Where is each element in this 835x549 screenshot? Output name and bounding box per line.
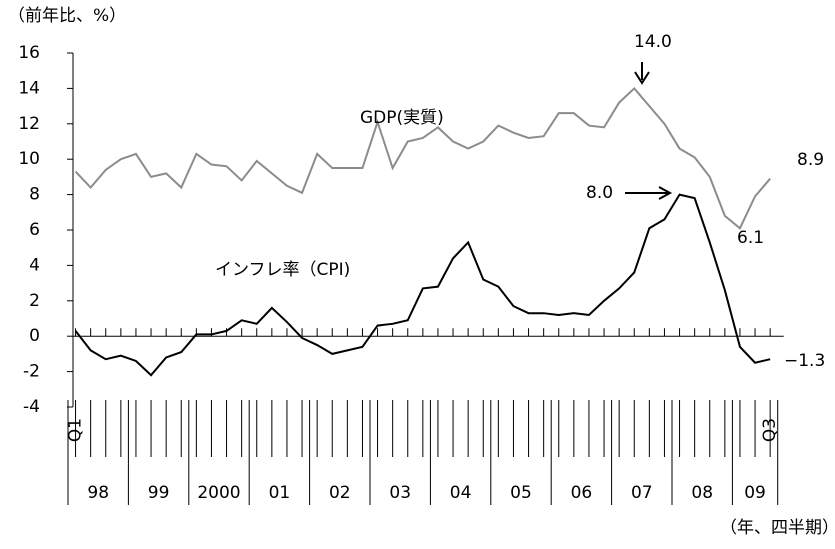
y-axis-label: （前年比、%）: [8, 6, 126, 26]
series-label: GDP(実質): [360, 108, 444, 128]
arrow-head: [634, 71, 650, 85]
annotation: 6.1: [737, 228, 764, 248]
series-line: [74, 86, 771, 230]
annotation: 8.9: [797, 150, 824, 170]
x-tick-label: Q3: [760, 418, 780, 442]
y-tick-label: -2: [23, 362, 40, 382]
arrow-head: [658, 186, 673, 200]
y-tick-label: 16: [18, 43, 40, 63]
series-line: [74, 193, 771, 377]
y-tick-label: 8: [29, 185, 40, 205]
annotation: 14.0: [634, 32, 672, 52]
year-label: 01: [269, 483, 291, 503]
year-label: 09: [744, 483, 766, 503]
year-label: 2000: [197, 483, 240, 503]
x-tick-label: Q1: [66, 418, 86, 442]
year-label: 08: [691, 483, 713, 503]
y-tick-label: 6: [29, 220, 40, 240]
annotation: −1.3: [784, 351, 825, 371]
year-label: 98: [87, 483, 109, 503]
year-label: 07: [631, 483, 653, 503]
y-tick-label: 14: [18, 78, 40, 98]
year-label: 99: [148, 483, 170, 503]
year-label: 03: [389, 483, 411, 503]
year-label: 05: [510, 483, 532, 503]
y-tick-label: 4: [29, 255, 40, 275]
annotation: 8.0: [586, 183, 613, 203]
y-tick-label: -4: [23, 397, 40, 417]
year-label: 04: [450, 483, 472, 503]
year-label: 06: [571, 483, 593, 503]
y-tick-label: 0: [29, 326, 40, 346]
y-tick-label: 10: [18, 149, 40, 169]
x-axis-label: （年、四半期）: [720, 518, 835, 538]
year-label: 02: [329, 483, 351, 503]
series-label: インフレ率（CPI): [215, 260, 350, 280]
y-tick-label: 12: [18, 114, 40, 134]
y-tick-label: 2: [29, 291, 40, 311]
